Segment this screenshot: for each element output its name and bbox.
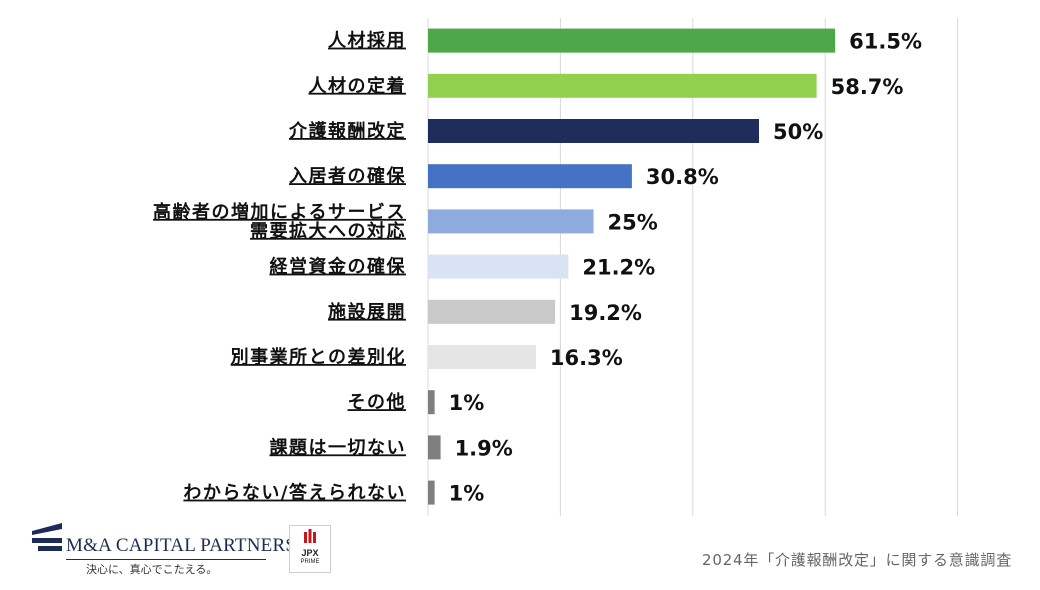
- category-label: 人材の定着: [309, 75, 407, 97]
- value-label: 21.2%: [582, 256, 655, 280]
- category-label: わからない/答えられない: [183, 482, 406, 504]
- bar: [428, 299, 556, 324]
- bar: [428, 254, 569, 279]
- category-label: 経営資金の確保: [270, 256, 407, 278]
- value-label: 50%: [773, 120, 823, 144]
- company-logo: M&A CAPITAL PARTNERS 決心に、真心でこたえる。: [30, 517, 296, 577]
- category-label: 人材採用: [328, 30, 406, 52]
- logo-rule: [66, 559, 266, 560]
- logo-mark-icon: [32, 523, 62, 551]
- jpx-mark-icon: [304, 529, 316, 543]
- bar: [428, 73, 817, 98]
- category-label: 介護報酬改定: [288, 120, 406, 142]
- bar: [428, 480, 435, 505]
- bar: [428, 28, 836, 53]
- value-label: 30.8%: [646, 165, 719, 189]
- logo-name: M&A CAPITAL PARTNERS: [66, 535, 297, 556]
- value-label: 1%: [449, 391, 485, 415]
- bar: [428, 164, 632, 189]
- bar: [428, 119, 759, 143]
- bar: [428, 209, 594, 234]
- jpx-sub: PRIME: [300, 559, 320, 565]
- bar: [428, 435, 441, 460]
- survey-title: 2024年「介護報酬改定」に関する意識調査: [702, 551, 1012, 569]
- jpx-name: JPX: [301, 548, 319, 558]
- bar: [428, 390, 435, 415]
- jpx-prime-badge: JPX PRIME: [289, 525, 331, 573]
- value-label: 16.3%: [550, 346, 623, 370]
- value-label: 1%: [449, 482, 485, 506]
- category-label: 課題は一切ない: [270, 436, 407, 458]
- value-label: 25%: [608, 210, 658, 234]
- category-label: 別事業所との差別化: [231, 346, 406, 368]
- category-label: その他: [348, 391, 407, 413]
- value-label: 19.2%: [569, 301, 642, 325]
- category-label: 施設展開: [328, 301, 406, 323]
- category-label: 入居者の確保: [289, 165, 406, 187]
- value-label: 1.9%: [455, 436, 513, 460]
- category-label: 需要拡大への対応: [250, 220, 406, 242]
- category-label: 高齢者の増加によるサービス: [153, 201, 406, 223]
- logo-tagline: 決心に、真心でこたえる。: [86, 564, 218, 576]
- value-label: 61.5%: [849, 30, 922, 54]
- bar: [428, 345, 536, 369]
- value-label: 58.7%: [831, 75, 904, 99]
- bar-chart: 61.5% 人材採用 58.7% 人材の定着 50% 介護報酬改定 30.8% 入居者の確保 2…: [153, 18, 959, 516]
